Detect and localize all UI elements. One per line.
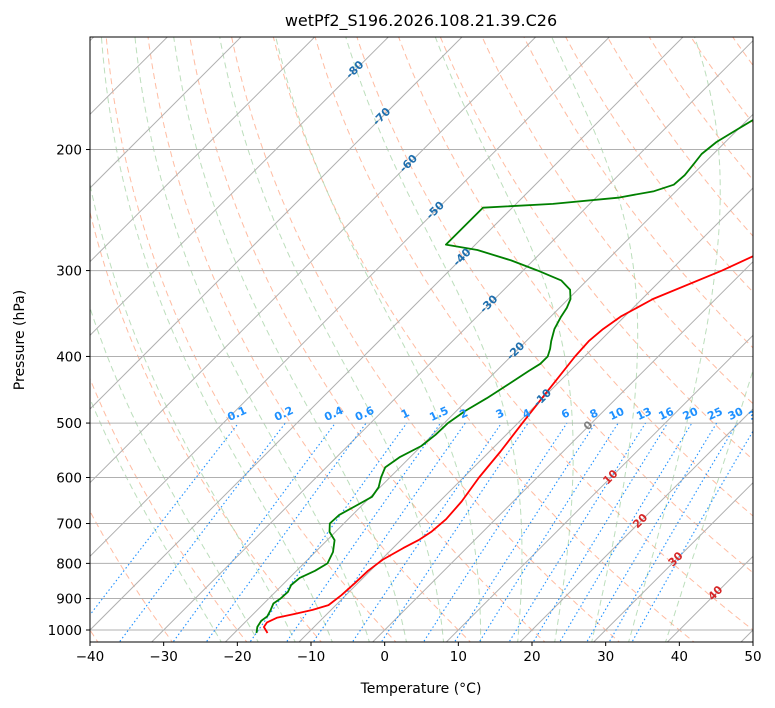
moist-adiabat: [275, 37, 482, 642]
x-tick-label: −20: [223, 649, 252, 665]
y-tick-label: 300: [56, 264, 82, 280]
y-tick-label: 200: [56, 143, 82, 159]
dry-adiabat: [356, 37, 753, 574]
dewpoint-profile: [255, 118, 753, 634]
moist-adiabat: [219, 37, 445, 642]
mixing-ratio-line: [478, 422, 619, 642]
mixing-ratio-line: [532, 422, 669, 642]
mixing-ratio-line: [453, 422, 596, 642]
isotherm-line: [445, 334, 753, 642]
y-tick-label: 700: [56, 517, 82, 533]
mixing-ratio-line: [285, 422, 441, 642]
dry-adiabat: [439, 37, 753, 461]
series-layer: [255, 118, 753, 634]
x-tick-label: −10: [297, 649, 326, 665]
mixing-ratio-label: 20: [681, 405, 701, 423]
mixing-ratio-line: [508, 422, 646, 642]
mixing-ratio-label: 36: [747, 405, 767, 423]
x-tick-label: −30: [149, 649, 178, 665]
mixing-ratio-line: [90, 422, 239, 616]
dry-adiabat: [606, 37, 753, 237]
y-axis-label: Pressure (hPa): [12, 290, 28, 390]
dry-adiabat: [90, 377, 248, 642]
isotherm-line: [90, 37, 463, 410]
dry-adiabat: [189, 37, 546, 642]
x-axis: −40 −30 −20 −10 0 10 20 30 40 50: [76, 642, 762, 665]
mixing-ratio-line: [205, 422, 367, 642]
moist-adiabat: [173, 37, 407, 642]
plot-frame: [89, 36, 754, 643]
moist-adiabat: [134, 37, 370, 642]
chart-title: wetPf2_S196.2026.108.21.39.C26: [285, 11, 557, 31]
isotherm-line: [150, 39, 753, 642]
mixing-ratio-label: 30: [726, 405, 746, 423]
y-tick-label: 400: [56, 349, 82, 365]
y-tick-label: 800: [56, 556, 82, 572]
y-tick-label: 600: [56, 470, 82, 486]
isotherm-line: [298, 187, 753, 642]
moist-adiabat: [628, 37, 721, 642]
isotherm-line: [90, 37, 316, 263]
x-tick-label: 20: [523, 649, 540, 665]
mixing-ratio-label: 13: [634, 405, 653, 423]
mixing-ratio-label: 16: [656, 405, 676, 423]
x-tick-label: 50: [744, 649, 761, 665]
x-tick-label: 40: [671, 649, 688, 665]
x-axis-label: Temperature (°C): [360, 681, 482, 697]
mixing-ratio-line: [312, 422, 466, 642]
mixing-ratio-line: [631, 430, 753, 642]
x-tick-label: 10: [450, 649, 467, 665]
x-tick-label: −40: [76, 649, 105, 665]
mixing-ratio-line: [608, 422, 738, 642]
moist-adiabat: [100, 37, 333, 642]
isotherm-line: [90, 37, 242, 189]
isotherm-line: [90, 37, 169, 116]
dry-adiabat: [231, 37, 621, 642]
mixing-ratio-line: [380, 422, 529, 642]
y-axis: 1002003004005006007008009001000: [48, 143, 90, 639]
mixing-ratio-line: [172, 422, 336, 642]
moist-adiabat: [665, 368, 753, 642]
y-tick-label: 900: [56, 592, 82, 608]
isotherm-line: [592, 481, 753, 642]
mixing-ratio-line: [422, 422, 568, 642]
mixing-ratio-label: 10: [607, 405, 627, 423]
dry-adiabat: [105, 37, 397, 642]
x-tick-label: 30: [597, 649, 614, 665]
isotherm-line: [519, 408, 753, 642]
y-tick-label: 1000: [48, 623, 82, 639]
isotherm-line: [224, 113, 753, 642]
mixing-ratio-label: 25: [705, 405, 724, 423]
mixing-ratio-line: [586, 422, 718, 642]
dry-adiabat: [565, 37, 753, 293]
isotherm-line: [90, 37, 684, 631]
dry-adiabat: [314, 37, 753, 631]
isotherm-line: [371, 260, 753, 642]
isotherm-line: [90, 37, 537, 484]
moist-adiabat: [434, 37, 574, 642]
isotherm-line: [90, 37, 390, 337]
isotherm-line: [90, 37, 611, 558]
x-tick-label: 0: [380, 649, 389, 665]
moist-adiabat: [551, 37, 639, 642]
background-lines: [90, 37, 753, 642]
mixing-ratio-line: [559, 422, 693, 642]
temperature-profile: [263, 255, 753, 634]
mixing-ratio-line: [351, 422, 502, 642]
moist-adiabat: [345, 37, 523, 642]
y-tick-label: 500: [56, 416, 82, 432]
